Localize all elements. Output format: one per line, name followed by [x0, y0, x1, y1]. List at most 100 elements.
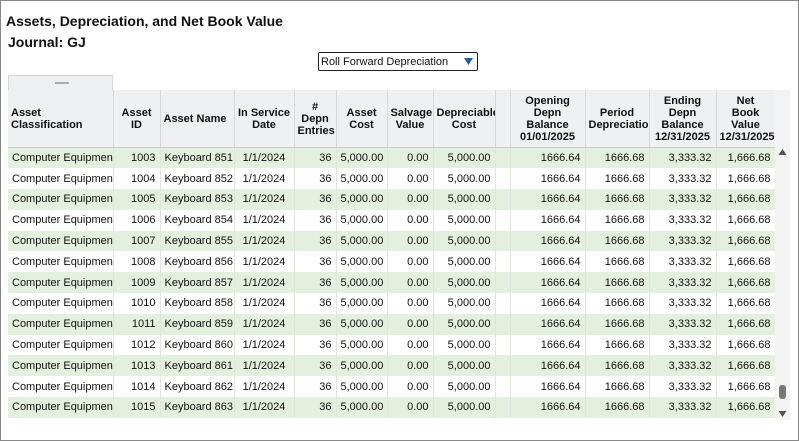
header-line: Asset [346, 106, 377, 119]
table-cell: Keyboard 853 [160, 189, 235, 210]
table-cell: 1666.68 [585, 189, 650, 210]
table-cell: 5,000.00 [433, 397, 496, 418]
header-line: Depreciation [588, 118, 649, 131]
table-row[interactable]: Computer Equipment 1014 Keyboard 862 1/1/20… [8, 376, 776, 398]
table-cell: 1,666.68 [716, 376, 776, 398]
column-handle[interactable] [8, 75, 113, 90]
table-cell: 3,333.32 [649, 230, 717, 252]
table-cell: 1005 [113, 189, 161, 210]
table-cell: 3,333.32 [649, 355, 717, 377]
header-line: Period [599, 106, 635, 119]
table-cell: 1004 [113, 168, 161, 190]
table-cell: Computer Equipment [8, 293, 114, 314]
header-line: Value [395, 118, 425, 131]
header-line: Depn [668, 106, 697, 119]
table-cell: 0.00 [387, 230, 434, 252]
column-header: Asset Classification [8, 90, 114, 148]
table-cell: 0.00 [387, 355, 434, 377]
table-cell: 0.00 [387, 272, 434, 294]
table-cell: 1012 [113, 334, 161, 356]
table-cell: 5,000.00 [433, 230, 496, 252]
header-line: Cost [349, 118, 374, 131]
table-cell: 5,000.00 [433, 313, 496, 335]
table-cell: Computer Equipment [8, 334, 114, 356]
header-line: Date [252, 118, 276, 131]
header-line: Opening [525, 94, 570, 107]
table-cell: 5,000.00 [336, 189, 388, 210]
table-cell: 5,000.00 [336, 334, 388, 356]
table-cell: 1,666.68 [716, 355, 776, 377]
table-row[interactable]: Computer Equipment 1013 Keyboard 861 1/1/20… [8, 355, 776, 377]
table-cell: 3,333.32 [649, 293, 717, 314]
blank-cell [495, 313, 511, 335]
table-row[interactable]: Computer Equipment 1003 Keyboard 851 1/1/20… [8, 147, 776, 169]
dropdown-label: Roll Forward Depreciation [321, 56, 449, 68]
table-cell: 1666.68 [585, 397, 650, 418]
table-cell: 0.00 [387, 376, 434, 398]
table-cell: 1666.64 [510, 355, 586, 377]
table-cell: 1/1/2024 [234, 397, 295, 418]
table-row[interactable]: Computer Equipment 1006 Keyboard 854 1/1/20… [8, 209, 776, 231]
table-cell: Keyboard 855 [160, 230, 235, 252]
table-cell: 1003 [113, 147, 161, 169]
column-header: Ending Depn Balance 12/31/2025 [649, 90, 717, 148]
table-cell: 1/1/2024 [234, 293, 295, 314]
table-row[interactable]: Computer Equipment 1008 Keyboard 856 1/1/20… [8, 251, 776, 273]
table-cell: 1666.64 [510, 334, 586, 356]
blank-cell [495, 147, 511, 169]
column-header: Depreciable Cost [433, 90, 496, 148]
table-cell: 5,000.00 [336, 230, 388, 252]
table-cell: 1,666.68 [716, 272, 776, 294]
table-cell: 5,000.00 [336, 168, 388, 190]
table-cell: Computer Equipment [8, 376, 114, 398]
table-cell: 36 [294, 272, 337, 294]
table-cell: Keyboard 862 [160, 376, 235, 398]
report-dropdown[interactable]: Roll Forward Depreciation [318, 52, 478, 71]
table-row[interactable]: Computer Equipment 1007 Keyboard 855 1/1/20… [8, 230, 776, 252]
table-cell: Computer Equipment [8, 230, 114, 252]
table-cell: 5,000.00 [433, 293, 496, 314]
table-cell: Computer Equipment [8, 209, 114, 231]
header-line: Depn [301, 112, 329, 125]
table-cell: 1,666.68 [716, 397, 776, 418]
header-line: Entries [297, 124, 335, 137]
table-row[interactable]: Computer Equipment 1005 Keyboard 853 1/1/20… [8, 189, 776, 210]
table-row[interactable]: Computer Equipment 1009 Keyboard 857 1/1/20… [8, 272, 776, 294]
table-cell: 3,333.32 [649, 168, 717, 190]
header-line: Ending [663, 94, 702, 107]
asset-table: Asset Classification Asset ID Asset Name In … [8, 90, 776, 418]
table-cell: 1666.64 [510, 209, 586, 231]
blank-cell [495, 251, 511, 273]
table-cell: Keyboard 852 [160, 168, 235, 190]
table-cell: 1666.68 [585, 272, 650, 294]
table-row[interactable]: Computer Equipment 1011 Keyboard 859 1/1/20… [8, 313, 776, 335]
table-cell: 5,000.00 [433, 376, 496, 398]
table-cell: 0.00 [387, 209, 434, 231]
table-row[interactable]: Computer Equipment 1004 Keyboard 852 1/1/20… [8, 168, 776, 190]
column-header: Asset Cost [336, 90, 388, 148]
table-cell: 1,666.68 [716, 251, 776, 273]
table-cell: 5,000.00 [336, 313, 388, 335]
table-cell: 5,000.00 [433, 251, 496, 273]
table-cell: Keyboard 859 [160, 313, 235, 335]
table-cell: 5,000.00 [336, 147, 388, 169]
table-cell: 1,666.68 [716, 168, 776, 190]
table-cell: 1666.68 [585, 376, 650, 398]
blank-cell [495, 293, 511, 314]
scrollbar[interactable] [775, 90, 790, 420]
table-cell: 1007 [113, 230, 161, 252]
header-line: Cost [451, 118, 477, 131]
table-cell: 0.00 [387, 168, 434, 190]
table-cell: 1,666.68 [716, 189, 776, 210]
table-cell: Computer Equipment [8, 147, 114, 169]
table-row[interactable]: Computer Equipment 1012 Keyboard 860 1/1/20… [8, 334, 776, 356]
blank-cell [495, 376, 511, 398]
blank-cell [495, 209, 511, 231]
table-row[interactable]: Computer Equipment 1015 Keyboard 863 1/1/20… [8, 397, 776, 418]
header-line: Salvage [390, 106, 433, 119]
table-cell: 36 [294, 293, 337, 314]
header-line: Asset Name [163, 112, 227, 125]
table-cell: 5,000.00 [336, 293, 388, 314]
table-row[interactable]: Computer Equipment 1010 Keyboard 858 1/1/20… [8, 293, 776, 314]
table-cell: Computer Equipment [8, 251, 114, 273]
